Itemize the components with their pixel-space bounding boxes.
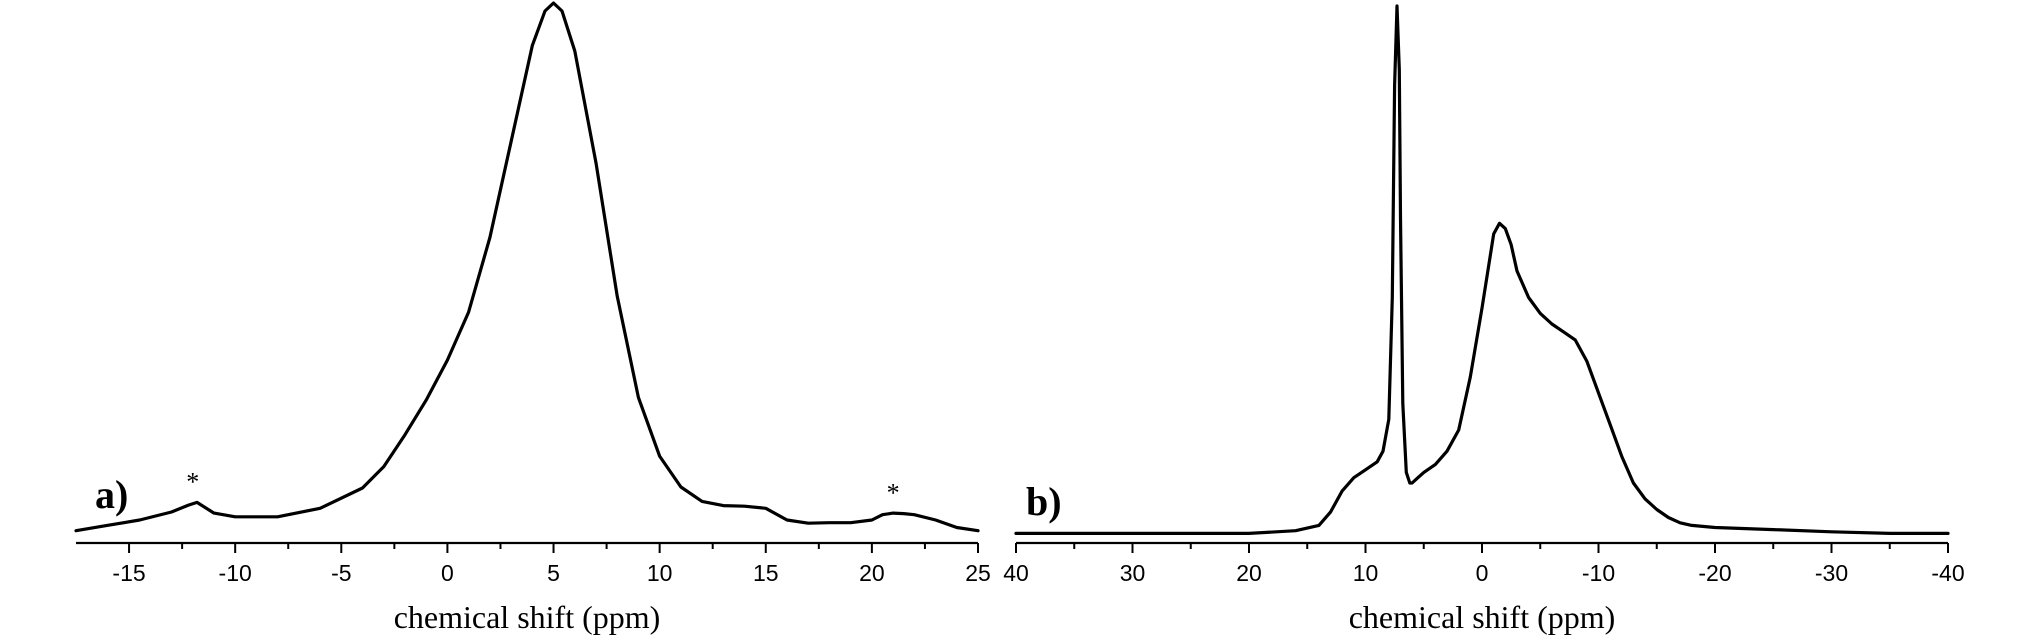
panel-b-tick-label: 30 xyxy=(1120,560,1146,586)
panel-a-tick-label: 15 xyxy=(753,560,779,586)
panel-b-tick-label: -30 xyxy=(1815,560,1848,586)
panel-b-chart: 40 30 20 10 0 -10 -20 -30 -40 b) chemical shift … xyxy=(1003,4,1965,635)
panel-a-tick-label: 25 xyxy=(965,560,991,586)
panel-b-tick-label: -40 xyxy=(1931,560,1964,586)
panel-b-tick-label: -10 xyxy=(1582,560,1615,586)
panel-b-tick-label: 20 xyxy=(1236,560,1262,586)
panel-a-x-axis-title: chemical shift (ppm) xyxy=(394,599,661,635)
panel-a-tick-label: 20 xyxy=(859,560,885,586)
panel-b-tick-label: 40 xyxy=(1003,560,1029,586)
panel-b-x-axis-title: chemical shift (ppm) xyxy=(1349,599,1616,635)
panel-b-label: b) xyxy=(1026,479,1062,524)
panel-b-tick-label: 10 xyxy=(1353,560,1379,586)
panel-a-sideband-marker: * xyxy=(186,468,199,497)
panel-a-tick-label: 0 xyxy=(441,560,454,586)
panel-b-spectrum-line xyxy=(1014,4,1950,535)
panel-a-spectrum-line xyxy=(74,1,980,533)
panel-b-tick-label: 0 xyxy=(1476,560,1489,586)
panel-a-ticks: -15 -10 -5 0 5 10 15 20 25 xyxy=(112,543,991,586)
panel-a-tick-label: -15 xyxy=(112,560,145,586)
panel-a-annotations: * * xyxy=(186,468,899,508)
panel-a-tick-label: -5 xyxy=(331,560,351,586)
panel-a-tick-label: -10 xyxy=(219,560,252,586)
panel-a-label: a) xyxy=(95,472,128,517)
panel-a-chart: -15 -10 -5 0 5 10 15 20 25 * * a) chemical shift … xyxy=(74,1,991,635)
panel-a-tick-label: 10 xyxy=(647,560,673,586)
panel-a-sideband-marker: * xyxy=(887,478,900,507)
panel-b-tick-label: -20 xyxy=(1698,560,1731,586)
panel-a-tick-label: 5 xyxy=(547,560,560,586)
panel-b-ticks: 40 30 20 10 0 -10 -20 -30 -40 xyxy=(1003,543,1965,586)
